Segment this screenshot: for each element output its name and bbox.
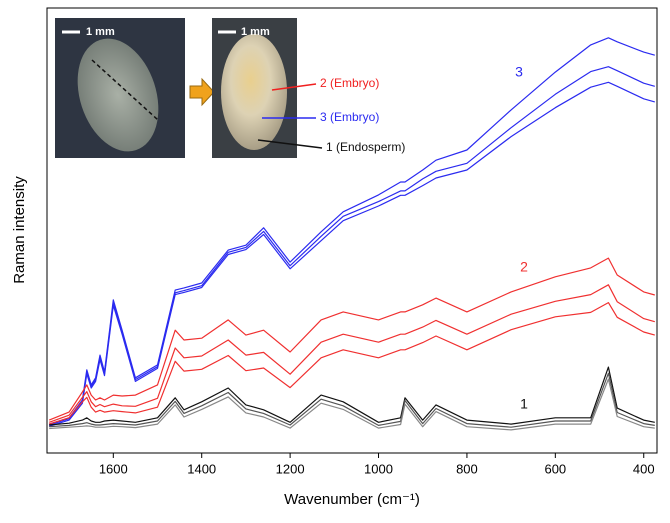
inset-label: 3 (Embryo) xyxy=(320,110,379,124)
y-axis-label: Raman intensity xyxy=(11,176,28,284)
x-tick-label: 800 xyxy=(456,461,478,476)
curve-label: 3 xyxy=(515,64,523,80)
spectrum-line xyxy=(49,303,655,425)
x-tick-label: 1600 xyxy=(99,461,128,476)
spectrum-line xyxy=(49,373,655,427)
x-tick-label: 1200 xyxy=(276,461,305,476)
inset-label: 2 (Embryo) xyxy=(320,76,379,90)
curve-label: 2 xyxy=(520,259,528,275)
scale-bar-label: 1 mm xyxy=(241,26,270,38)
curve-label: 1 xyxy=(520,396,528,412)
scale-bar-label: 1 mm xyxy=(86,26,115,38)
x-tick-label: 600 xyxy=(544,461,566,476)
x-tick-label: 1000 xyxy=(364,461,393,476)
x-axis-label: Wavenumber (cm⁻¹) xyxy=(284,491,420,508)
x-tick-label: 1400 xyxy=(187,461,216,476)
spectrum-line xyxy=(49,285,655,423)
arrow xyxy=(190,79,214,105)
inset: 1 mm 1 mm 2 (Embryo) 3 (Embryo) 1 (Endos… xyxy=(55,18,405,162)
inset-label: 1 (Endosperm) xyxy=(326,140,405,154)
x-tick-label: 400 xyxy=(633,461,655,476)
spectrum-line xyxy=(49,258,655,420)
chart: 1 mm 1 mm 2 (Embryo) 3 (Embryo) 1 (Endos… xyxy=(0,0,670,518)
grain-section xyxy=(221,34,287,150)
